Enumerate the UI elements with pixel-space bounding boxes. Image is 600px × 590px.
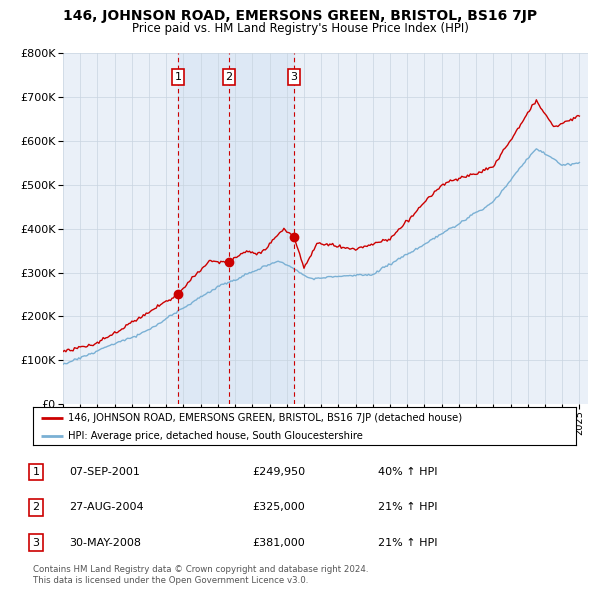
Text: Price paid vs. HM Land Registry's House Price Index (HPI): Price paid vs. HM Land Registry's House …: [131, 22, 469, 35]
Text: 40% ↑ HPI: 40% ↑ HPI: [378, 467, 437, 477]
Text: 1: 1: [175, 72, 181, 82]
Text: HPI: Average price, detached house, South Gloucestershire: HPI: Average price, detached house, Sout…: [68, 431, 363, 441]
Text: 21% ↑ HPI: 21% ↑ HPI: [378, 538, 437, 548]
Text: 3: 3: [32, 538, 40, 548]
Text: £325,000: £325,000: [252, 503, 305, 512]
Text: 2: 2: [226, 72, 233, 82]
Text: 30-MAY-2008: 30-MAY-2008: [69, 538, 141, 548]
Text: 2: 2: [32, 503, 40, 512]
Text: £249,950: £249,950: [252, 467, 305, 477]
Bar: [178, 53, 294, 404]
Text: 146, JOHNSON ROAD, EMERSONS GREEN, BRISTOL, BS16 7JP (detached house): 146, JOHNSON ROAD, EMERSONS GREEN, BRIST…: [68, 413, 463, 423]
Text: 146, JOHNSON ROAD, EMERSONS GREEN, BRISTOL, BS16 7JP: 146, JOHNSON ROAD, EMERSONS GREEN, BRIST…: [63, 9, 537, 23]
Text: 21% ↑ HPI: 21% ↑ HPI: [378, 503, 437, 512]
Text: Contains HM Land Registry data © Crown copyright and database right 2024.
This d: Contains HM Land Registry data © Crown c…: [33, 565, 368, 585]
Text: 3: 3: [290, 72, 298, 82]
Text: 27-AUG-2004: 27-AUG-2004: [69, 503, 143, 512]
Text: £381,000: £381,000: [252, 538, 305, 548]
Text: 1: 1: [32, 467, 40, 477]
Text: 07-SEP-2001: 07-SEP-2001: [69, 467, 140, 477]
